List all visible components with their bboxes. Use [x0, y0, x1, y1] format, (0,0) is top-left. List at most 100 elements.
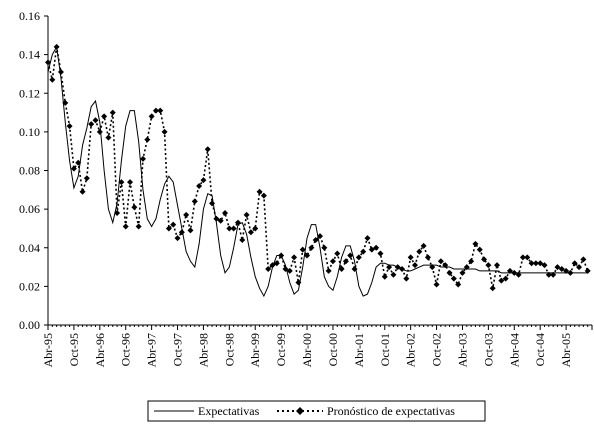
point-pronostico [131, 204, 138, 211]
point-pronostico [571, 260, 578, 267]
legend: Expectativas Pronóstico de expectativas [147, 400, 486, 422]
point-pronostico [122, 223, 129, 230]
point-pronostico [49, 76, 56, 83]
point-pronostico [70, 165, 77, 172]
point-pronostico [567, 269, 574, 276]
x-axis: Abr-95 Oct-95 Abr-96 Oct-96 Abr-97 Oct-97 Abr-… [41, 324, 593, 367]
point-pronostico [472, 240, 479, 247]
point-pronostico [247, 229, 254, 236]
point-pronostico [222, 209, 229, 216]
point-pronostico [304, 252, 311, 259]
point-pronostico [368, 246, 375, 253]
point-pronostico [528, 260, 535, 267]
point-pronostico [308, 244, 315, 251]
point-pronostico [256, 188, 263, 195]
point-pronostico [101, 113, 108, 120]
x-tick-label: Oct-95 [67, 333, 81, 366]
point-pronostico [511, 269, 518, 276]
point-pronostico [273, 260, 280, 267]
point-pronostico [265, 265, 272, 272]
point-pronostico [489, 285, 496, 292]
point-pronostico [502, 275, 509, 282]
point-pronostico [394, 264, 401, 271]
point-pronostico [66, 123, 73, 130]
point-pronostico [200, 177, 207, 184]
y-tick-label: 0.10 [19, 125, 40, 139]
point-pronostico [260, 192, 267, 199]
point-pronostico [442, 262, 449, 269]
point-pronostico [463, 264, 470, 271]
point-pronostico [174, 235, 181, 242]
point-pronostico [403, 275, 410, 282]
point-pronostico [191, 198, 198, 205]
legend-marker-pronostico [296, 407, 304, 415]
point-pronostico [494, 262, 501, 269]
point-pronostico [329, 258, 336, 265]
point-pronostico [139, 155, 146, 162]
point-pronostico [554, 264, 561, 271]
point-pronostico [57, 69, 64, 76]
point-pronostico [230, 225, 237, 232]
x-tick-label: Abr-00 [300, 333, 314, 367]
point-pronostico [239, 237, 246, 244]
point-pronostico [161, 128, 168, 135]
point-pronostico [390, 271, 397, 278]
point-pronostico [437, 258, 444, 265]
point-pronostico [364, 235, 371, 242]
x-tick-label: Oct-00 [326, 333, 340, 366]
y-tick-label: 0.00 [19, 318, 40, 332]
point-pronostico [148, 113, 155, 120]
y-tick-label: 0.06 [19, 202, 40, 216]
point-pronostico [178, 229, 185, 236]
x-tick-label: Abr-95 [41, 333, 55, 367]
x-tick-label: Abr-97 [145, 333, 159, 367]
point-pronostico [135, 223, 142, 230]
point-pronostico [420, 242, 427, 249]
y-tick-label: 0.04 [19, 241, 40, 255]
point-pronostico [506, 267, 513, 274]
y-tick-label: 0.12 [19, 86, 40, 100]
x-tick-label: Oct-02 [430, 333, 444, 366]
point-pronostico [515, 271, 522, 278]
point-pronostico [381, 273, 388, 280]
legend-box [147, 400, 486, 422]
x-tick-label: Oct-98 [222, 333, 236, 366]
point-pronostico [88, 121, 95, 128]
point-pronostico [386, 264, 393, 271]
point-pronostico [45, 59, 51, 66]
point-pronostico [209, 200, 216, 207]
point-pronostico [519, 254, 526, 261]
point-pronostico [278, 252, 285, 259]
point-pronostico [416, 248, 423, 255]
legend-label-pronostico: Pronóstico de expectativas [327, 404, 455, 418]
point-pronostico [196, 182, 203, 189]
x-tick-label: Oct-99 [274, 333, 288, 366]
point-pronostico [334, 250, 341, 257]
point-pronostico [429, 264, 436, 271]
point-pronostico [584, 267, 591, 274]
point-pronostico [558, 265, 565, 272]
point-pronostico [360, 248, 367, 255]
point-pronostico [252, 225, 259, 232]
point-pronostico [183, 211, 190, 218]
point-pronostico [118, 179, 125, 186]
point-pronostico [282, 265, 289, 272]
point-pronostico [286, 267, 293, 274]
point-pronostico [450, 275, 457, 282]
point-pronostico [459, 269, 466, 276]
point-pronostico [351, 265, 358, 272]
point-pronostico [411, 262, 418, 269]
point-pronostico [226, 225, 233, 232]
point-pronostico [407, 254, 414, 261]
point-pronostico [576, 264, 583, 271]
point-pronostico [92, 117, 99, 124]
point-pronostico [299, 246, 306, 253]
x-tick-label: Oct-96 [119, 333, 133, 366]
point-pronostico [446, 269, 453, 276]
point-pronostico [532, 260, 539, 267]
x-tick-label: Abr-05 [559, 333, 573, 367]
point-pronostico [476, 246, 483, 253]
point-pronostico [217, 217, 224, 224]
x-tick-label: Oct-01 [378, 333, 392, 366]
